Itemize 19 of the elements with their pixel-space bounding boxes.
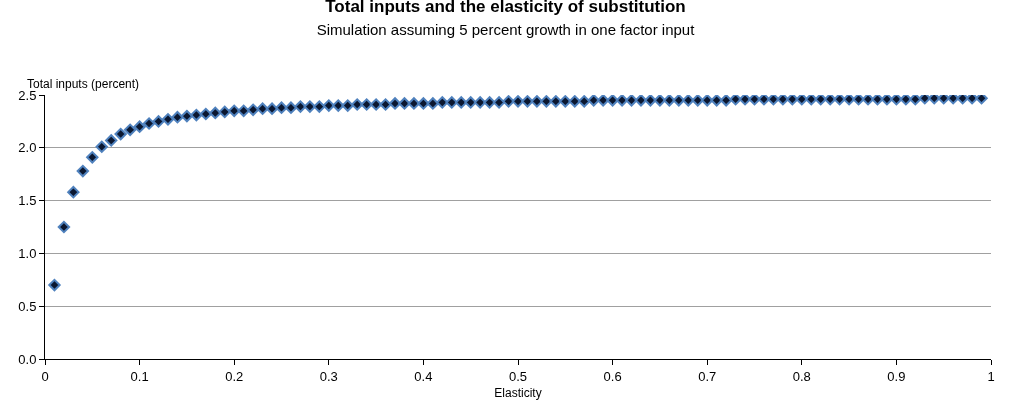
y-tick-label: 0.0 xyxy=(18,351,37,367)
chart-title: Total inputs and the elasticity of substitution xyxy=(325,0,686,17)
x-tick-label: 0.7 xyxy=(698,368,717,384)
y-tick-label: 1.5 xyxy=(18,193,37,209)
x-tick-label: 0.2 xyxy=(225,368,244,384)
x-tick-label: 0.6 xyxy=(603,368,622,384)
x-axis-title: Elasticity xyxy=(494,386,542,401)
x-tick-label: 0.5 xyxy=(508,368,528,384)
x-tick-label: 0.8 xyxy=(792,368,811,384)
x-tick-label: 0.1 xyxy=(130,368,149,384)
y-tick-label: 1.0 xyxy=(18,245,37,261)
y-tick-label: 0.5 xyxy=(18,298,37,314)
x-tick-label: 0 xyxy=(41,368,49,384)
x-tick-label: 1 xyxy=(987,368,995,384)
x-tick-label: 0.4 xyxy=(414,368,433,384)
x-tick-label: 0.3 xyxy=(319,368,338,384)
chart-subtitle: Simulation assuming 5 percent growth in one factor input xyxy=(316,20,696,38)
y-tick-label: 2.0 xyxy=(18,140,37,156)
x-tick-label: 0.9 xyxy=(887,368,906,384)
